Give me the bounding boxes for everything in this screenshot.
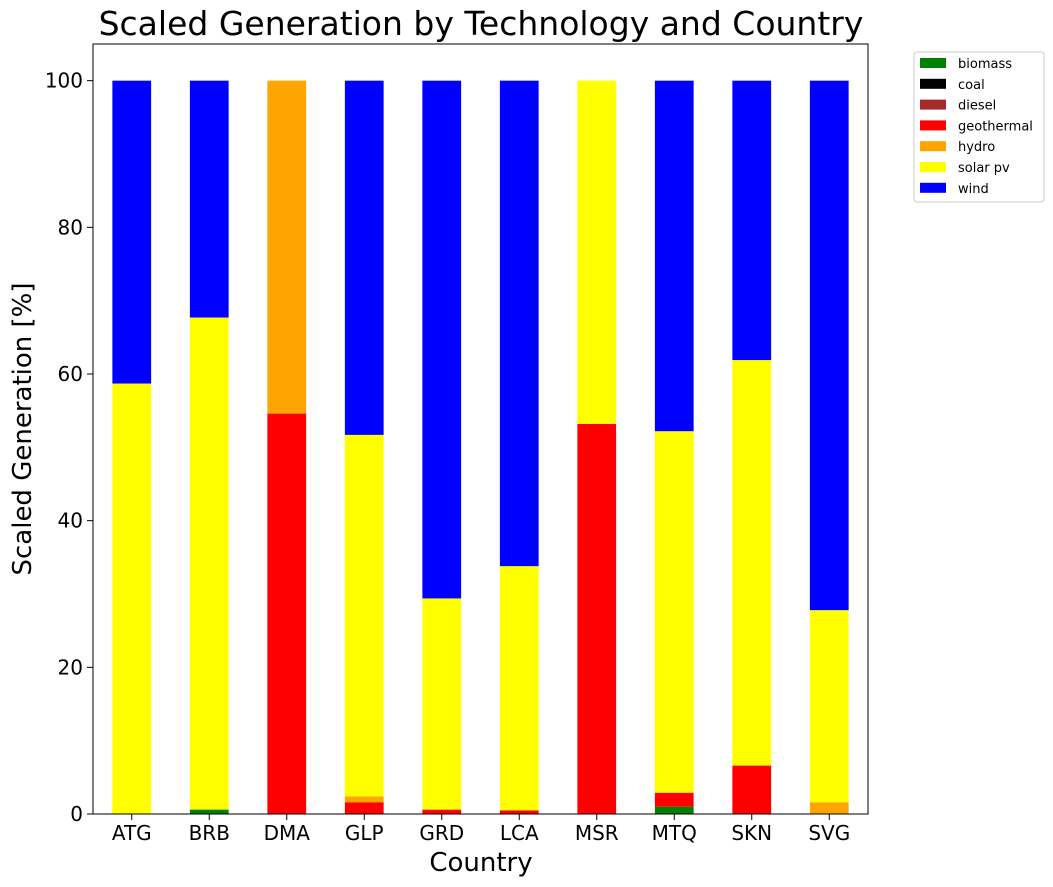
- bar-grd-geothermal: [422, 809, 462, 814]
- y-axis-label: Scaled Generation [%]: [8, 282, 38, 575]
- chart-title: Scaled Generation by Technology and Coun…: [99, 4, 864, 43]
- bar-svg-wind: [809, 80, 849, 611]
- bar-grd-solar-pv: [422, 598, 462, 810]
- bar-skn-geothermal: [732, 765, 772, 814]
- x-tick-label: DMA: [264, 821, 311, 845]
- legend-label: biomass: [958, 57, 1012, 72]
- legend-label: wind: [958, 182, 989, 197]
- bar-atg-solar-pv: [112, 383, 152, 814]
- legend-label: solar pv: [958, 161, 1010, 176]
- bar-skn-solar-pv: [732, 360, 772, 766]
- bar-mtq-geothermal: [654, 792, 694, 807]
- legend-swatch-hydro: [920, 141, 946, 152]
- x-tick-label: MTQ: [652, 821, 697, 845]
- legend-swatch-diesel: [920, 99, 946, 110]
- bar-mtq-wind: [654, 80, 694, 432]
- bar-dma-hydro: [267, 80, 307, 414]
- bar-glp-solar-pv: [344, 434, 384, 797]
- legend-frame: [913, 51, 1045, 203]
- bar-lca-wind: [499, 80, 539, 567]
- plot-frame: [92, 43, 869, 815]
- x-axis: ATG BRB DMA GLP GRD LCA MSR MTQ SKN SVG: [112, 814, 850, 845]
- bar-glp-hydro: [344, 796, 384, 803]
- bar-brb-solar-pv: [189, 317, 229, 810]
- legend-swatch-biomass: [920, 58, 946, 68]
- y-tick-label: 20: [58, 655, 83, 679]
- x-tick-label: BRB: [189, 821, 230, 845]
- bar-glp-geothermal: [344, 802, 384, 814]
- legend-label: coal: [958, 78, 985, 93]
- x-tick-label: LCA: [500, 821, 539, 845]
- bar-mtq-biomass: [654, 806, 694, 814]
- bar-lca-geothermal: [499, 810, 539, 814]
- bar-svg-solar-pv: [809, 610, 849, 803]
- bar-glp-wind: [344, 80, 384, 435]
- bar-grd-wind: [422, 80, 462, 599]
- bar-brb-wind: [189, 80, 229, 318]
- x-tick-label: SVG: [808, 821, 850, 845]
- x-tick-label: GRD: [419, 821, 464, 845]
- bar-lca-solar-pv: [499, 566, 539, 811]
- legend-swatch-geothermal: [920, 120, 946, 131]
- legend-swatch-wind: [920, 182, 946, 193]
- bar-skn-wind: [732, 80, 772, 361]
- legend-label: geothermal: [958, 119, 1033, 134]
- y-tick-label: 0: [70, 802, 83, 826]
- legend-swatch-solar-pv: [920, 162, 946, 172]
- legend-swatch-coal: [920, 78, 946, 89]
- x-tick-label: ATG: [112, 821, 152, 845]
- x-axis-label: Country: [429, 848, 532, 878]
- bars-layer: [112, 80, 849, 814]
- bar-msr-geothermal: [577, 423, 617, 814]
- y-tick-label: 60: [58, 362, 83, 386]
- x-tick-label: MSR: [575, 821, 619, 845]
- y-tick-label: 40: [58, 509, 83, 533]
- bar-msr-solar-pv: [577, 80, 617, 424]
- bar-svg-hydro: [809, 802, 849, 814]
- legend-label: hydro: [958, 140, 995, 155]
- bar-mtq-solar-pv: [654, 431, 694, 793]
- legend-label: diesel: [958, 99, 996, 114]
- y-axis: 0 20 40 60 80 100: [45, 69, 93, 826]
- x-tick-label: SKN: [731, 821, 772, 845]
- bar-atg-wind: [112, 80, 152, 384]
- legend: biomass coal diesel geothermal hydro solar pv…: [913, 51, 1045, 203]
- bar-dma-geothermal: [267, 413, 307, 814]
- x-tick-label: GLP: [345, 821, 384, 845]
- y-tick-label: 80: [58, 215, 83, 239]
- y-tick-label: 100: [45, 69, 83, 93]
- bar-brb-biomass: [189, 809, 229, 814]
